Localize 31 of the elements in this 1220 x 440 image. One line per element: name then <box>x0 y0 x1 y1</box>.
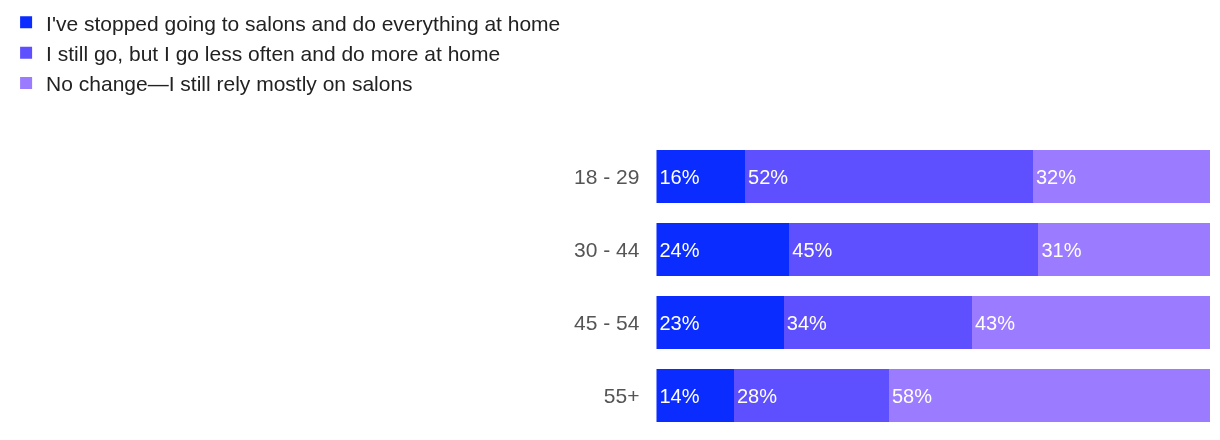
data-label: 32% <box>1035 165 1077 188</box>
data-label: 58% <box>891 384 933 407</box>
y-tick-label: 18 - 29 <box>574 164 640 188</box>
legend-label: I still go, but I go less often and do more at home <box>46 41 501 65</box>
bar <box>1032 150 1210 203</box>
data-label: 52% <box>748 165 789 188</box>
bar <box>888 369 1210 422</box>
bar <box>656 369 734 422</box>
bar <box>789 223 1039 276</box>
y-tick-label: 55+ <box>603 383 640 407</box>
bar <box>656 223 790 276</box>
legend-label: No change—I still rely mostly on salons <box>46 72 413 96</box>
bar <box>745 150 1033 203</box>
bar <box>733 369 889 422</box>
bar <box>971 296 1210 349</box>
y-tick-label: 30 - 44 <box>574 237 640 261</box>
data-label: 45% <box>792 238 833 261</box>
bar <box>783 296 972 349</box>
data-label: 43% <box>974 311 1016 334</box>
data-label: 31% <box>1041 238 1082 261</box>
data-label: 24% <box>659 238 700 261</box>
data-label: 16% <box>659 165 700 188</box>
bar <box>656 150 746 203</box>
y-tick-label: 45 - 54 <box>574 310 640 334</box>
data-label: 14% <box>659 384 700 407</box>
bar <box>1038 223 1210 276</box>
data-label: 23% <box>659 311 700 334</box>
bar <box>656 296 784 349</box>
data-label: 28% <box>736 384 778 407</box>
data-label: 34% <box>786 311 828 334</box>
legend-label: I've stopped going to salons and do everything at home <box>46 11 561 35</box>
